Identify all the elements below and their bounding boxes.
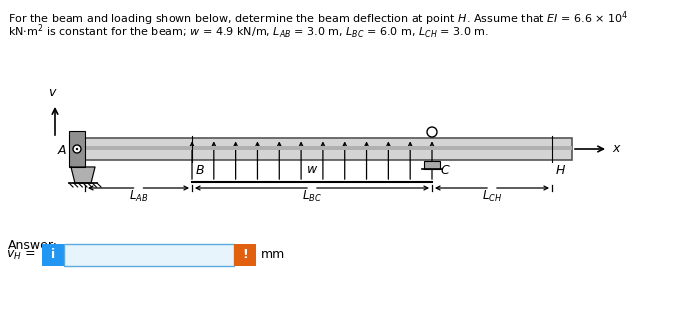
Text: $v_H$ =: $v_H$ =	[6, 248, 36, 262]
Bar	[64, 244, 234, 266]
Bar	[85, 146, 572, 150]
Bar	[234, 244, 256, 266]
Text: $H$: $H$	[555, 164, 566, 177]
Bar	[69, 131, 85, 167]
Bar	[424, 161, 440, 169]
Text: $A$: $A$	[57, 145, 67, 158]
Circle shape	[73, 145, 81, 153]
Text: !: !	[242, 248, 248, 262]
Text: $L_{CH}$: $L_{CH}$	[482, 189, 502, 204]
Text: $B$: $B$	[195, 164, 205, 177]
Text: Answer:: Answer:	[8, 239, 58, 252]
Text: $v$: $v$	[48, 86, 58, 99]
Text: mm: mm	[261, 248, 285, 262]
Text: i: i	[51, 248, 55, 262]
Bar	[85, 138, 572, 160]
Text: $C$: $C$	[440, 164, 451, 177]
Text: $L_{BC}$: $L_{BC}$	[302, 189, 322, 204]
Text: $w$: $w$	[306, 163, 318, 176]
Circle shape	[427, 127, 437, 137]
Text: For the beam and loading shown below, determine the beam deflection at point $H$: For the beam and loading shown below, de…	[8, 9, 628, 28]
Text: $x$: $x$	[612, 143, 622, 156]
Bar	[42, 244, 64, 266]
Text: kN$\cdot$m$^2$ is constant for the beam; $w$ = 4.9 kN/m, $L_{AB}$ = 3.0 m, $L_{B: kN$\cdot$m$^2$ is constant for the beam;…	[8, 23, 489, 41]
Text: $L_{AB}$: $L_{AB}$	[129, 189, 148, 204]
Circle shape	[76, 148, 78, 150]
Polygon shape	[71, 167, 95, 183]
